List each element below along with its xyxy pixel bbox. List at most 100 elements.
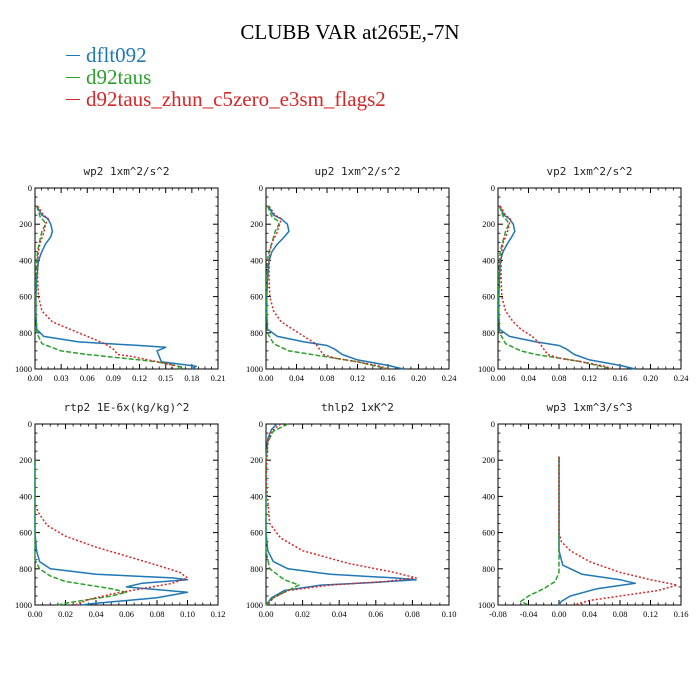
legend: dflt092 d92taus d92taus_zhun_c5zero_e3sm…	[66, 44, 386, 110]
x-tick-label: 0.16	[674, 609, 689, 619]
x-tick-label: 0.16	[613, 373, 628, 383]
panel-2: up2 1xm^2/s^2 0.00 0.04 0.08 0.12 0.16 0.20 0.2…	[246, 165, 457, 383]
x-tick-label: 0.00	[552, 609, 567, 619]
series-line-2	[34, 460, 128, 606]
y-tick-label: 200	[250, 219, 263, 229]
x-tick-label: 0.20	[643, 373, 658, 383]
series-line-3	[499, 205, 613, 370]
panel-title: wp3 1xm^3/s^3	[546, 401, 632, 414]
panel-title: rtp2 1E-6x(kg/kg)^2	[64, 401, 190, 414]
x-tick-label: 0.08	[552, 373, 567, 383]
x-tick-label: 0.00	[28, 373, 43, 383]
x-tick-label: 0.10	[180, 609, 195, 619]
x-tick-label: 0.08	[405, 609, 420, 619]
x-tick-label: 0.03	[54, 373, 69, 383]
y-tick-label: 1000	[246, 600, 263, 610]
y-tick-label: 200	[482, 455, 495, 465]
series-line-2	[498, 205, 613, 370]
plot-frame	[265, 187, 450, 370]
x-tick-label: 0.24	[442, 373, 458, 383]
x-tick-label: 0.00	[259, 373, 274, 383]
x-tick-label: 0.08	[150, 609, 165, 619]
y-tick-label: 600	[250, 528, 263, 538]
y-tick-label: 0	[259, 419, 263, 429]
y-tick-label: 400	[19, 491, 32, 501]
panel-5: thlp2 1xK^2 0.00 0.02 0.04 0.06 0.08 0.10 0 200 4…	[246, 401, 456, 619]
y-tick-label: 400	[250, 491, 263, 501]
y-tick-label: 800	[250, 564, 263, 574]
y-tick-label: 800	[250, 328, 263, 338]
plot-frame	[497, 423, 682, 606]
x-tick-label: 0.12	[643, 609, 658, 619]
y-tick-label: 800	[19, 564, 32, 574]
series-line-3	[36, 205, 176, 370]
y-tick-label: 1000	[478, 600, 495, 610]
x-tick-label: 0.12	[350, 373, 365, 383]
x-tick-label: 0.16	[381, 373, 396, 383]
panel-title: thlp2 1xK^2	[321, 401, 394, 414]
legend-swatch-d92taus	[66, 76, 80, 78]
x-tick-label: 0.10	[442, 609, 457, 619]
x-tick-label: 0.18	[184, 373, 199, 383]
y-tick-label: 600	[250, 292, 263, 302]
legend-label: d92taus	[86, 65, 152, 89]
series-line-1	[266, 205, 404, 370]
x-tick-label: 0.06	[368, 609, 383, 619]
x-tick-label: 0.04	[521, 373, 537, 383]
y-tick-label: 0	[28, 183, 32, 193]
y-tick-label: 0	[491, 419, 495, 429]
legend-label: dflt092	[86, 43, 147, 67]
x-tick-label: 0.20	[411, 373, 426, 383]
x-tick-label: 0.12	[211, 609, 226, 619]
y-tick-label: 200	[250, 455, 263, 465]
x-tick-label: 0.00	[491, 373, 506, 383]
x-tick-label: 0.04	[332, 609, 348, 619]
y-tick-label: 400	[250, 255, 263, 265]
series-line-2	[35, 205, 184, 370]
x-tick-label: 0.04	[289, 373, 305, 383]
x-tick-label: 0.04	[89, 609, 105, 619]
plot-frame	[34, 187, 219, 370]
y-tick-label: 600	[482, 292, 495, 302]
y-tick-label: 600	[19, 292, 32, 302]
panel-4: rtp2 1E-6x(kg/kg)^2 0.00 0.02 0.04 0.06 0.08 0…	[15, 401, 225, 619]
series-line-1	[35, 205, 197, 370]
y-tick-label: 0	[491, 183, 495, 193]
y-tick-label: 0	[28, 419, 32, 429]
y-tick-label: 600	[19, 528, 32, 538]
plot-frame	[497, 187, 682, 370]
figure-title: CLUBB VAR at265E,-7N	[240, 20, 460, 44]
y-tick-label: 400	[19, 255, 32, 265]
legend-swatch-d92taus-zhun	[66, 98, 80, 100]
panel-title: up2 1xm^2/s^2	[314, 165, 400, 178]
y-tick-label: 600	[482, 528, 495, 538]
series-line-2	[265, 423, 300, 606]
x-tick-label: -0.08	[489, 609, 507, 619]
x-tick-label: 0.04	[582, 609, 598, 619]
y-tick-label: 200	[19, 219, 32, 229]
y-tick-label: 400	[482, 491, 495, 501]
panel-title: wp2 1xm^2/s^2	[83, 165, 169, 178]
y-tick-label: 800	[482, 564, 495, 574]
panel-3: vp2 1xm^2/s^2 0.00 0.04 0.08 0.12 0.16 0.20 0.2…	[478, 165, 689, 383]
legend-item-d92taus: d92taus	[66, 66, 386, 88]
y-tick-label: 200	[19, 455, 32, 465]
x-tick-label: 0.12	[132, 373, 147, 383]
legend-item-d92taus-zhun: d92taus_zhun_c5zero_e3sm_flags2	[66, 88, 386, 110]
x-tick-label: 0.12	[582, 373, 597, 383]
x-tick-label: 0.09	[106, 373, 121, 383]
x-tick-label: 0.21	[211, 373, 226, 383]
x-tick-label: 0.00	[259, 609, 274, 619]
series-line-3	[268, 205, 389, 370]
series-line-2	[520, 456, 560, 606]
panel-title: vp2 1xm^2/s^2	[546, 165, 632, 178]
y-tick-label: 400	[482, 255, 495, 265]
legend-swatch-dflt092	[66, 54, 80, 56]
series-line-1	[34, 460, 189, 606]
x-tick-label: 0.15	[158, 373, 173, 383]
x-tick-label: 0.06	[119, 609, 134, 619]
series-line-3	[558, 456, 678, 606]
plot-frame	[34, 423, 219, 606]
x-tick-label: 0.02	[295, 609, 310, 619]
x-tick-label: 0.08	[613, 609, 628, 619]
